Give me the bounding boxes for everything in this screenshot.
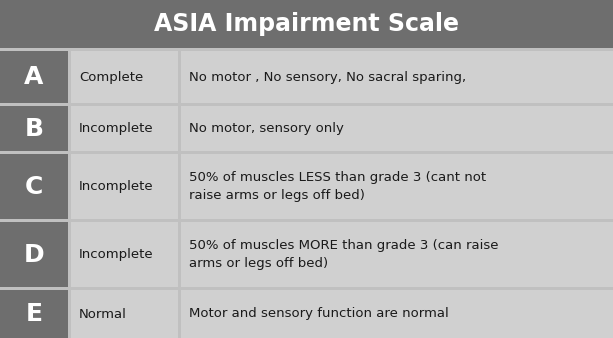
Bar	[0, 51, 68, 103]
Bar	[181, 290, 613, 338]
Bar	[71, 154, 178, 219]
Text: Complete: Complete	[79, 71, 143, 83]
Text: Motor and sensory function are normal: Motor and sensory function are normal	[189, 308, 449, 320]
Text: No motor, sensory only: No motor, sensory only	[189, 122, 344, 135]
Bar	[0, 106, 68, 151]
Text: Incomplete: Incomplete	[79, 122, 154, 135]
Text: Normal: Normal	[79, 308, 127, 320]
Bar	[181, 154, 613, 219]
Text: D: D	[24, 242, 44, 266]
Text: E: E	[26, 302, 42, 326]
Bar	[71, 51, 178, 103]
Text: C: C	[25, 174, 43, 198]
Text: Incomplete: Incomplete	[79, 248, 154, 261]
Bar	[0, 222, 68, 287]
Text: 50% of muscles LESS than grade 3 (cant not
raise arms or legs off bed): 50% of muscles LESS than grade 3 (cant n…	[189, 171, 486, 202]
Text: Incomplete: Incomplete	[79, 180, 154, 193]
Text: B: B	[25, 117, 44, 141]
Bar	[0, 290, 68, 338]
Bar	[71, 222, 178, 287]
Bar	[71, 290, 178, 338]
Text: 50% of muscles MORE than grade 3 (can raise
arms or legs off bed): 50% of muscles MORE than grade 3 (can ra…	[189, 239, 498, 270]
Bar	[181, 222, 613, 287]
Bar	[181, 51, 613, 103]
Bar	[0, 154, 68, 219]
Bar	[181, 106, 613, 151]
Text: No motor , No sensory, No sacral sparing,: No motor , No sensory, No sacral sparing…	[189, 71, 466, 83]
Text: ASIA Impairment Scale: ASIA Impairment Scale	[154, 12, 459, 36]
Bar	[0, 0, 613, 48]
Bar	[71, 106, 178, 151]
Text: A: A	[25, 65, 44, 89]
